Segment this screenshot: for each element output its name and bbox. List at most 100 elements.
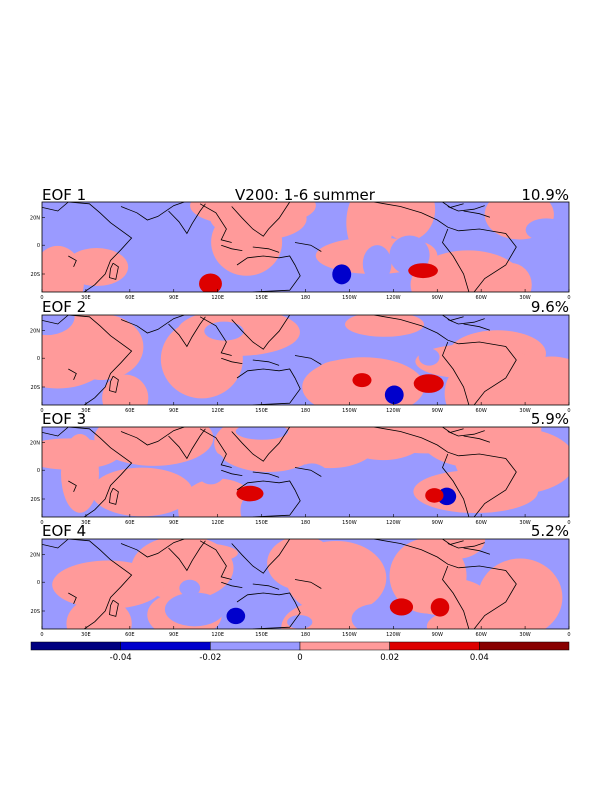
negative-region: [525, 218, 568, 242]
lat-tick-label: 20S: [30, 385, 40, 391]
positive-region: [267, 539, 336, 591]
negative-region: [235, 427, 289, 440]
coastline: [221, 469, 243, 476]
negative-region: [418, 348, 440, 366]
lat-tick-label: 20S: [30, 272, 40, 278]
coastline: [199, 428, 232, 468]
coastline: [252, 246, 280, 253]
strong-anomaly-core: [413, 374, 444, 393]
lat-tick-label: 20N: [30, 552, 40, 558]
colorbar-label: 0.04: [470, 653, 489, 663]
coastline: [120, 539, 185, 558]
lon-tick-label: 30W: [519, 295, 530, 301]
coastline: [442, 453, 470, 517]
lon-tick-label: 60E: [125, 632, 135, 638]
lon-tick-label: 30E: [81, 520, 91, 526]
coastline: [168, 428, 206, 460]
positive-region: [52, 560, 164, 609]
coastline: [463, 323, 491, 331]
strong-anomaly-core: [332, 264, 352, 285]
negative-region: [287, 615, 313, 629]
coastline: [458, 453, 517, 517]
lon-tick-label: 150E: [255, 520, 268, 526]
coastline: [42, 202, 133, 292]
positive-region: [425, 589, 537, 617]
coastline: [231, 427, 291, 462]
colorbar-segment: [299, 641, 390, 651]
coastline: [252, 583, 280, 590]
positive-region: [102, 374, 149, 405]
explained-variance: 5.9%: [531, 410, 569, 428]
coastline: [447, 318, 485, 325]
colorbar-segment: [30, 641, 121, 651]
colorbar-segment: [120, 641, 211, 651]
coastline: [236, 592, 301, 629]
negative-region: [164, 592, 225, 627]
coastline: [120, 202, 185, 221]
lon-tick-label: 60W: [476, 295, 487, 301]
lat-tick-label: 20S: [30, 497, 40, 503]
coastline: [221, 244, 243, 251]
colorbar-label: -0.04: [110, 653, 132, 663]
coastline: [442, 565, 470, 629]
positive-region: [225, 221, 281, 253]
positive-region: [420, 427, 533, 468]
lon-tick-label: 0: [40, 408, 43, 414]
lon-tick-label: 180: [301, 520, 311, 526]
coastline: [373, 315, 459, 345]
coastline: [168, 316, 206, 348]
lon-tick-label: 120W: [386, 295, 401, 301]
colorbar-segment: [389, 641, 480, 651]
strong-anomaly-core: [389, 598, 414, 616]
lat-tick-label: 20N: [30, 440, 40, 446]
positive-region: [456, 472, 498, 503]
lon-tick-label: 120E: [211, 520, 224, 526]
negative-region: [204, 321, 244, 341]
lon-tick-label: 0: [567, 295, 570, 301]
lon-tick-label: 60W: [476, 408, 487, 414]
coastline: [109, 599, 119, 617]
lon-tick-label: 180: [301, 632, 311, 638]
lon-tick-label: 150W: [342, 520, 357, 526]
negative-region: [351, 603, 399, 629]
coastline: [168, 203, 206, 235]
positive-region: [91, 467, 193, 517]
lon-tick-label: 120W: [386, 520, 401, 526]
colorbar-segment: [210, 641, 301, 651]
lon-tick-label: 90E: [169, 295, 179, 301]
eof-panel-2: 20N 0 20S 0 30E 60E 90E 120E 150E 180 150W 120W 90W 6…: [30, 298, 571, 414]
strong-anomaly-core: [425, 488, 444, 503]
panel-label: EOF 1: [42, 186, 86, 204]
coastline: [442, 228, 470, 292]
coastline: [231, 202, 291, 237]
lat-tick-label: 0: [37, 356, 40, 362]
strong-anomaly-core: [199, 273, 222, 292]
coastline: [68, 368, 77, 380]
lon-tick-label: 90W: [432, 520, 443, 526]
positive-region: [94, 427, 214, 466]
lon-tick-label: 90E: [169, 520, 179, 526]
strong-anomaly-core: [430, 598, 450, 617]
positive-region: [42, 438, 120, 470]
lon-tick-label: 0: [40, 295, 43, 301]
colorbar-label: 0: [297, 653, 302, 663]
lon-tick-label: 60E: [125, 295, 135, 301]
negative-region: [42, 315, 75, 336]
lon-tick-label: 90W: [432, 632, 443, 638]
negative-region: [291, 463, 333, 504]
lon-tick-label: 0: [567, 632, 570, 638]
strong-anomaly-core: [226, 607, 246, 625]
lon-tick-label: 120E: [211, 295, 224, 301]
lon-tick-label: 30W: [519, 520, 530, 526]
coastline: [458, 341, 517, 405]
coastline: [109, 487, 119, 505]
coastline: [199, 316, 232, 356]
strong-anomaly-core: [236, 485, 264, 502]
eof-panel-4: 20N 0 20S 0 30E 60E 90E 120E 150E 180 150W 120W 90W 6…: [30, 522, 571, 638]
lat-tick-label: 20S: [30, 609, 40, 615]
coastline: [294, 467, 322, 477]
lon-tick-label: 180: [301, 295, 311, 301]
strong-anomaly-core: [352, 373, 372, 388]
explained-variance: 5.2%: [531, 522, 569, 540]
lon-tick-label: 90W: [432, 295, 443, 301]
